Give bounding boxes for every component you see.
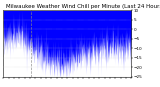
Text: Milwaukee Weather Wind Chill per Minute (Last 24 Hours): Milwaukee Weather Wind Chill per Minute … bbox=[6, 4, 160, 9]
